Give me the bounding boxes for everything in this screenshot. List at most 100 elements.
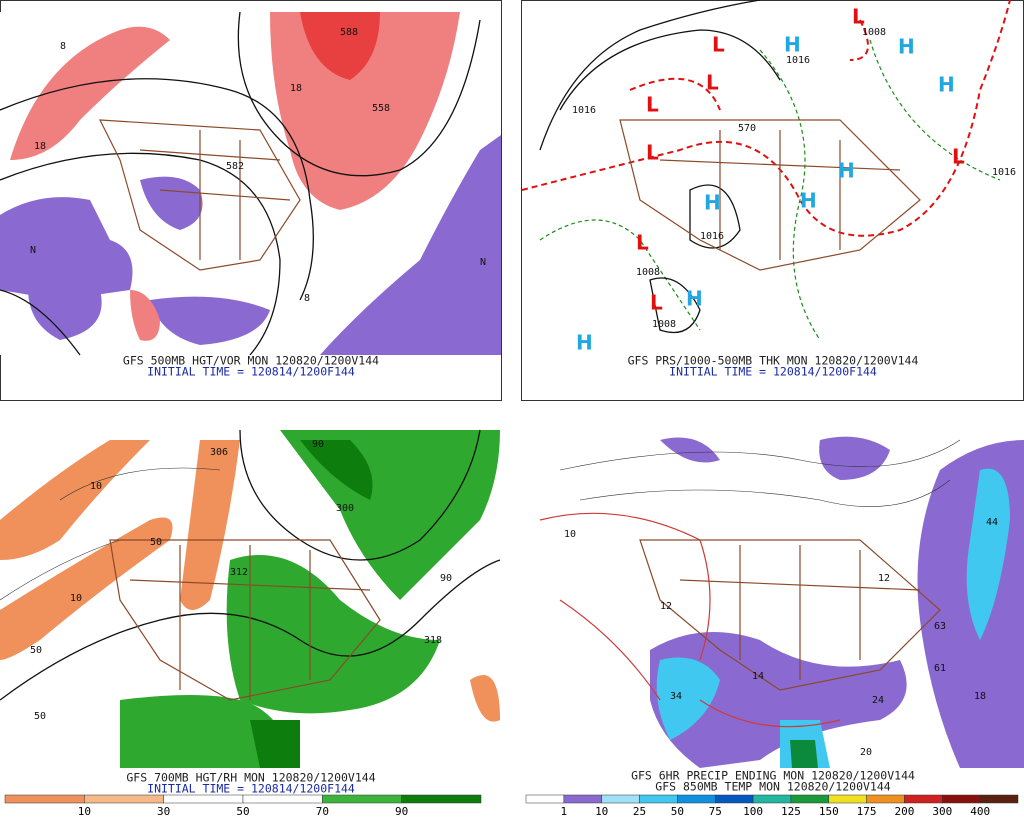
colorbar-swatch	[714, 794, 754, 804]
map-label: 300	[336, 503, 354, 514]
panel-frame	[521, 0, 1024, 401]
map-label: 1016	[700, 231, 724, 242]
map-label: 10	[90, 481, 102, 492]
map-label: 1016	[786, 55, 810, 66]
map-label: 1008	[862, 27, 886, 38]
map-label: 588	[340, 27, 358, 38]
colorbar-label: 100	[743, 805, 763, 818]
colorbar-swatch	[163, 794, 244, 804]
colorbar-swatch	[979, 794, 1019, 804]
map-label: N	[30, 245, 36, 256]
colorbar-label: 300	[932, 805, 952, 818]
high-marker: H	[898, 35, 915, 59]
map-label: 18	[290, 83, 302, 94]
colorbar-swatch	[84, 794, 164, 804]
map-label: 14	[752, 671, 764, 682]
low-marker: L	[650, 291, 663, 315]
low-marker: L	[706, 71, 719, 95]
map-label: 34	[670, 691, 682, 702]
colorbar-swatch	[401, 794, 482, 804]
map-label: 8	[304, 293, 310, 304]
panel-subtitle: INITIAL TIME = 120814/1200F144	[147, 782, 355, 796]
map-label: 63	[934, 621, 946, 632]
map-500mb: 558 582 588 18 18 8 8 N N	[0, 11, 501, 356]
map-label: 10	[70, 593, 82, 604]
map-label: 61	[934, 663, 946, 674]
colorbar-swatch	[322, 794, 402, 804]
map-label: 1008	[636, 267, 660, 278]
colorbar-label: 400	[970, 805, 990, 818]
colorbar-label: 90	[395, 805, 408, 818]
colorbar: 10 30 50 70 90	[4, 794, 482, 818]
map-label: 8	[60, 41, 66, 52]
map-label: 10	[564, 529, 576, 540]
high-marker: H	[576, 331, 593, 355]
low-marker: L	[636, 231, 649, 255]
colorbar-label: 25	[633, 805, 646, 818]
colorbar-label: 150	[819, 805, 839, 818]
colorbar-label: 175	[857, 805, 877, 818]
low-marker: L	[852, 5, 865, 29]
panel-subtitle: INITIAL TIME = 120814/1200F144	[147, 365, 355, 379]
low-marker: L	[646, 93, 659, 117]
map-label: 50	[150, 537, 162, 548]
map-label: 44	[986, 517, 998, 528]
colorbar-swatch	[563, 794, 602, 804]
map-label: 1016	[572, 105, 596, 116]
low-marker: L	[646, 141, 659, 165]
map-label: 558	[372, 103, 390, 114]
high-marker: H	[784, 33, 801, 57]
map-label: 570	[738, 123, 756, 134]
colorbar-label: 50	[236, 805, 249, 818]
colorbar-label: 200	[895, 805, 915, 818]
colorbar-label: 50	[671, 805, 684, 818]
colorbar-swatch	[242, 794, 323, 804]
map-label: N	[480, 257, 486, 268]
map-label: 306	[210, 447, 228, 458]
map-label: 18	[34, 141, 46, 152]
map-label: 90	[312, 439, 324, 450]
map-label: 12	[660, 601, 672, 612]
colorbar-swatch	[639, 794, 678, 804]
map-label: 318	[424, 635, 442, 646]
high-marker: H	[800, 189, 817, 213]
colorbar-swatch	[904, 794, 943, 804]
map-700mb: 306 312 300 50 50 50 90 90 10 10 318	[0, 429, 501, 768]
map-label: 50	[34, 711, 46, 722]
colorbar-swatch	[752, 794, 792, 804]
colorbar-label: 70	[316, 805, 329, 818]
map-label: 1008	[652, 319, 676, 330]
map-label: 90	[440, 573, 452, 584]
colorbar: 1 10 25 50 75 100 125 150 175 200 300 400	[525, 794, 1019, 818]
panel-subtitle: GFS 850MB TEMP MON 120820/1200V144	[655, 780, 890, 794]
map-label: 20	[860, 747, 872, 758]
panel-title: GFS 6HR PRECIP ENDING MON 120820/1200V14…	[631, 769, 915, 783]
panel-subtitle: INITIAL TIME = 120814/1200F144	[669, 365, 877, 379]
map-label: 12	[878, 573, 890, 584]
high-marker: H	[938, 73, 955, 97]
high-marker: H	[686, 287, 703, 311]
map-pressure-thickness: L L L L L L L L H H H H H H H H 1016 101…	[521, 0, 1016, 355]
low-marker: L	[952, 145, 965, 169]
colorbar-swatch	[525, 794, 565, 804]
panel-title: GFS PRS/1000-500MB THK MON 120820/1200V1…	[628, 354, 919, 368]
colorbar-swatch	[677, 794, 716, 804]
map-label: 1016	[992, 167, 1016, 178]
colorbar-swatch	[866, 794, 905, 804]
colorbar-label: 1	[561, 805, 568, 818]
map-label: 50	[30, 645, 42, 656]
colorbar-label: 10	[78, 805, 91, 818]
high-marker: H	[838, 159, 855, 183]
map-label: 24	[872, 695, 884, 706]
map-label: 18	[974, 691, 986, 702]
high-marker: H	[704, 191, 721, 215]
colorbar-swatch	[828, 794, 867, 804]
colorbar-label: 75	[709, 805, 722, 818]
colorbar-swatch	[790, 794, 830, 804]
panel-title: GFS 500MB HGT/VOR MON 120820/1200V144	[123, 354, 379, 368]
colorbar-label: 125	[781, 805, 801, 818]
map-label: 582	[226, 161, 244, 172]
colorbar-swatch	[942, 794, 981, 804]
map-label: 312	[230, 567, 248, 578]
